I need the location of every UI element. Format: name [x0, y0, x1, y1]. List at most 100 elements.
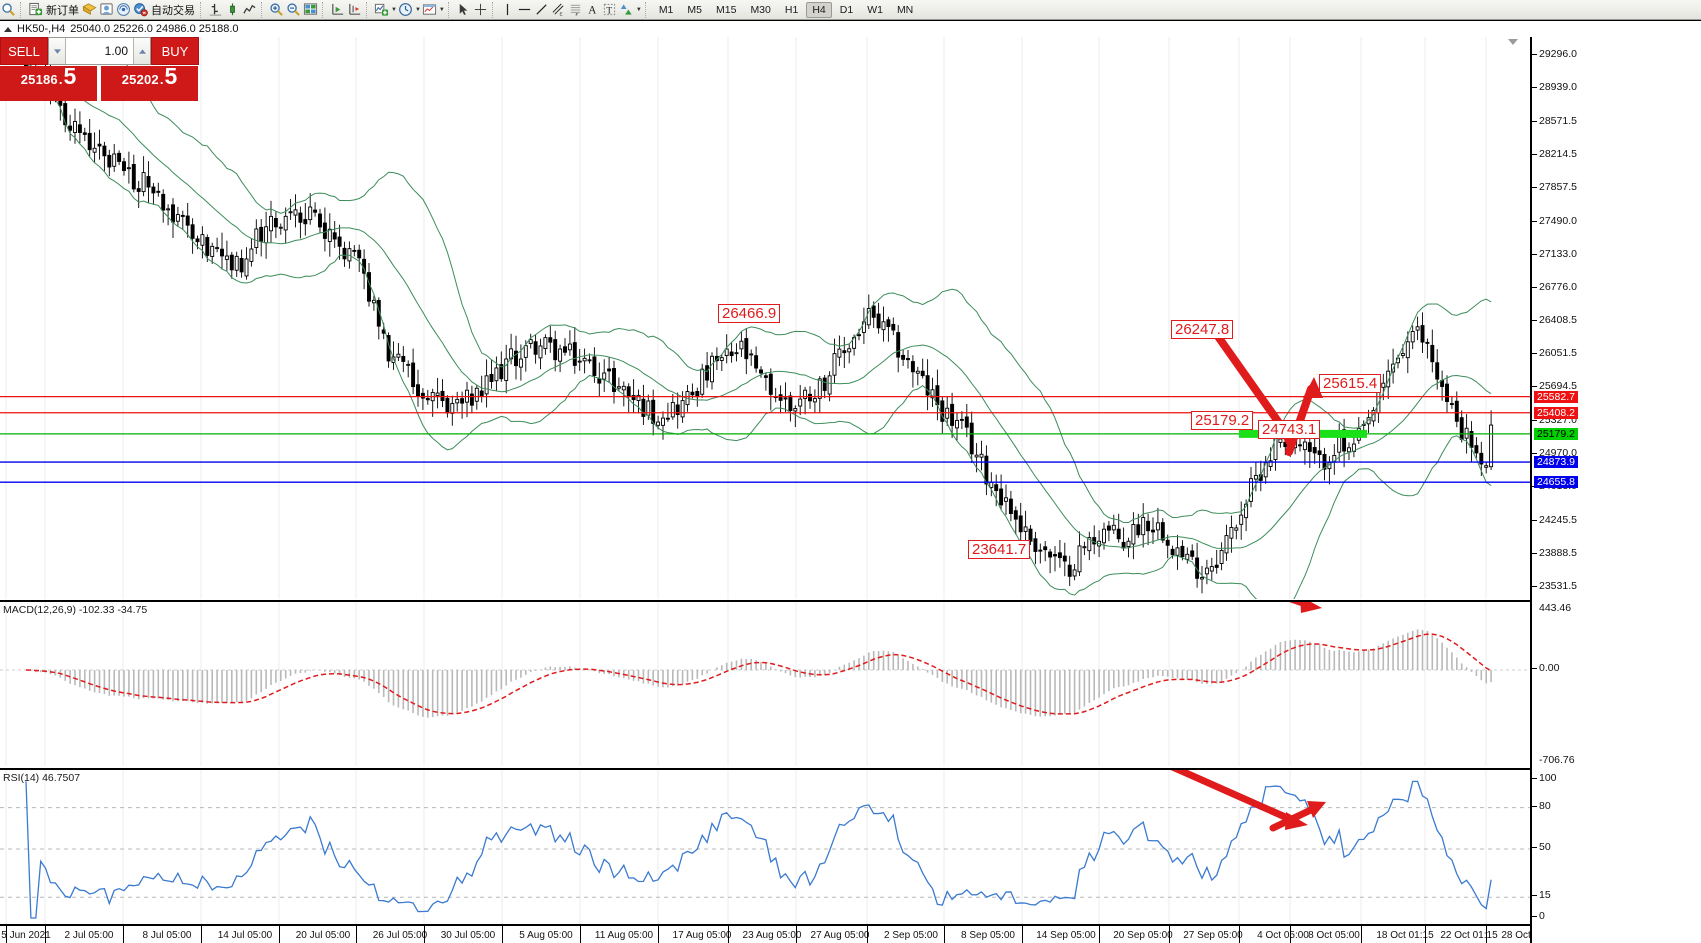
period-dropdown-caret-icon[interactable]: ▼ — [414, 6, 421, 13]
axis-tick-label: 23531.5 — [1539, 579, 1577, 592]
line-chart-icon[interactable] — [241, 1, 258, 19]
templates-icon[interactable] — [421, 1, 438, 19]
price-annotation[interactable]: 26466.9 — [718, 304, 781, 323]
timeframe-m30-button[interactable]: M30 — [750, 3, 771, 16]
time-axis-label: 8 Oct 05:00 — [1308, 930, 1360, 941]
axis-tick — [1532, 120, 1537, 122]
chart-window[interactable]: HK50-,H4 25040.0 25226.0 24986.0 25188.0… — [0, 20, 1701, 943]
timeframe-m1-button[interactable]: M1 — [658, 3, 674, 16]
price-level-badge[interactable]: 25582.7 — [1534, 390, 1578, 403]
volume-input[interactable]: 1.00 — [104, 44, 128, 58]
time-axis-label: 17 Aug 05:00 — [672, 930, 732, 941]
buy-price-display[interactable]: 25202 . 5 — [101, 65, 198, 101]
auto-scroll-icon[interactable] — [346, 1, 363, 19]
price-level-badge[interactable]: 24873.9 — [1534, 456, 1578, 469]
price-pane[interactable] — [0, 37, 1701, 599]
time-axis-label: 11 Aug 05:00 — [594, 930, 654, 941]
hline-icon[interactable] — [516, 1, 533, 19]
scroll-indicator-icon[interactable] — [1508, 39, 1518, 45]
volume-stepper[interactable]: 1.00 — [48, 37, 151, 65]
autotrading-label[interactable]: 自动交易 — [151, 4, 195, 17]
autotrading-icon[interactable] — [132, 1, 149, 19]
folder-icon[interactable] — [81, 1, 98, 19]
trendline-icon[interactable] — [533, 1, 550, 19]
new-order-label[interactable]: 新订单 — [46, 4, 79, 17]
sell-button[interactable]: SELL — [0, 37, 48, 65]
candle-chart-icon[interactable] — [224, 1, 241, 19]
macd-axis-label: 0.00 — [1539, 662, 1560, 674]
rsi-label: RSI(14) 46.7507 — [3, 772, 81, 784]
symbol-name: HK50-,H4 — [17, 23, 66, 35]
sell-price-display[interactable]: 25186 . 5 — [0, 65, 97, 101]
volume-decrease-icon[interactable] — [49, 38, 66, 64]
time-axis-label: 18 Oct 01:15 — [1376, 930, 1434, 941]
new-order-icon[interactable] — [27, 1, 44, 19]
price-annotation[interactable]: 24743.1 — [1258, 420, 1321, 439]
time-axis-label: 4 Oct 05:00 — [1257, 930, 1309, 941]
axis-tick-label: 24245.5 — [1539, 514, 1577, 527]
label-icon[interactable]: T — [601, 1, 618, 19]
time-axis-divider — [201, 926, 202, 943]
shapes-icon[interactable] — [618, 1, 635, 19]
svg-text:T: T — [606, 6, 612, 16]
price-annotation[interactable]: 26247.8 — [1171, 320, 1234, 339]
time-axis-divider — [1169, 926, 1170, 943]
buy-price-main: 25202 — [121, 72, 159, 87]
macd-pane[interactable]: MACD(12,26,9) -102.33 -34.75 — [0, 600, 1701, 766]
shapes-dropdown-caret-icon[interactable]: ▼ — [635, 6, 642, 13]
profile-icon[interactable] — [98, 1, 115, 19]
price-annotation[interactable]: 23641.7 — [968, 540, 1031, 559]
cursor-icon[interactable] — [455, 1, 472, 19]
timeframe-w1-button[interactable]: W1 — [867, 3, 883, 16]
time-axis-divider — [796, 926, 797, 943]
price-annotation[interactable]: 25179.2 — [1191, 411, 1254, 430]
price-level-badge[interactable]: 24655.8 — [1534, 476, 1578, 489]
axis-tick-label: 23888.5 — [1539, 546, 1577, 559]
templates-dropdown-caret-icon[interactable]: ▼ — [438, 6, 445, 13]
timeframe-d1-button[interactable]: D1 — [839, 3, 854, 16]
time-axis-divider — [424, 926, 425, 943]
timeframe-h1-button[interactable]: H1 — [784, 3, 799, 16]
axis-tick — [1532, 805, 1537, 807]
vline-icon[interactable] — [499, 1, 516, 19]
text-icon[interactable]: A — [584, 1, 601, 19]
price-annotation[interactable]: 25615.4 — [1319, 374, 1382, 393]
toolbar-separator-1 — [20, 1, 24, 18]
timeframe-group: M1 M5 M15 M30 H1 H4 D1 W1 MN — [652, 1, 920, 18]
shift-end-icon[interactable] — [329, 1, 346, 19]
bar-chart-icon[interactable] — [207, 1, 224, 19]
time-axis-divider — [944, 926, 945, 943]
collapse-triangle-icon[interactable] — [4, 26, 12, 32]
price-axis[interactable]: 29296.0 28939.0 28571.5 28214.5 27857.5 27490… — [1530, 37, 1701, 943]
indicators-icon[interactable] — [373, 1, 390, 19]
timeframe-h4-button[interactable]: H4 — [806, 1, 832, 18]
axis-tick-label: 29296.0 — [1539, 47, 1577, 60]
time-axis[interactable]: 5 Jun 2021 2 Jul 05:00 8 Jul 05:00 14 Jul 0… — [0, 924, 1559, 943]
axis-tick — [1532, 453, 1537, 455]
tile-windows-icon[interactable] — [302, 1, 319, 19]
indicators-dropdown-caret-icon[interactable]: ▼ — [391, 6, 397, 13]
equidistant-channel-icon[interactable]: E — [550, 1, 567, 19]
period-icon[interactable] — [397, 1, 414, 19]
time-axis-divider — [1486, 926, 1487, 943]
magnifier-icon[interactable] — [0, 1, 17, 19]
sell-price-dot: . — [58, 72, 63, 87]
zoom-in-icon[interactable] — [268, 1, 285, 19]
time-axis-label: 27 Aug 05:00 — [810, 930, 870, 941]
timeframe-m5-button[interactable]: M5 — [687, 3, 702, 16]
toolbar-separator-5 — [366, 1, 370, 18]
price-level-badge[interactable]: 25408.2 — [1534, 406, 1578, 419]
one-click-trading-panel[interactable]: SELL 1.00 BUY 25186 . 5 — [0, 37, 199, 101]
signals-icon[interactable] — [115, 1, 132, 19]
volume-increase-icon[interactable] — [133, 38, 150, 64]
rsi-pane[interactable]: RSI(14) 46.7507 5 Jun 2021 2 Jul 05:00 8 J… — [0, 768, 1701, 943]
axis-tick-label: 27490.0 — [1539, 214, 1577, 227]
crosshair-icon[interactable] — [472, 1, 489, 19]
buy-button[interactable]: BUY — [151, 37, 199, 65]
timeframe-m15-button[interactable]: M15 — [716, 3, 737, 16]
symbol-info-bar: HK50-,H4 25040.0 25226.0 24986.0 25188.0 — [4, 23, 239, 35]
fibonacci-icon[interactable]: F — [567, 1, 584, 19]
timeframe-mn-button[interactable]: MN — [896, 3, 914, 16]
price-level-badge[interactable]: 25179.2 — [1534, 427, 1578, 440]
zoom-out-icon[interactable] — [285, 1, 302, 19]
